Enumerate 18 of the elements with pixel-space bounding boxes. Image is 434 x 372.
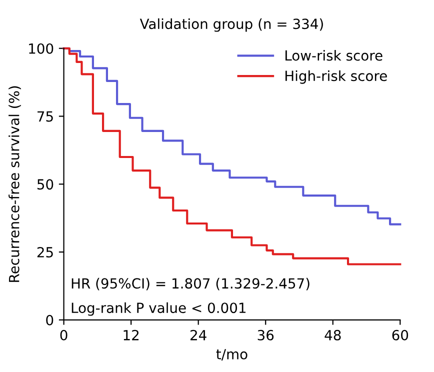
x-tick-label: 36 bbox=[258, 330, 274, 340]
y-axis-title: Recurrence-free survival (%) bbox=[8, 86, 21, 282]
annotation: Log-rank P value < 0.001 bbox=[72, 302, 246, 316]
x-tick-label: 60 bbox=[392, 330, 408, 340]
y-tick-label: 50 bbox=[37, 179, 54, 190]
x-tick-label: 48 bbox=[324, 330, 341, 340]
legend-label: High-risk score bbox=[286, 70, 387, 84]
x-tick-label: 24 bbox=[190, 330, 206, 340]
legend-label: Low-risk score bbox=[286, 50, 382, 61]
y-tick-label: 100 bbox=[29, 43, 54, 54]
x-tick-label: 0 bbox=[60, 330, 68, 340]
y-tick-label: 75 bbox=[38, 111, 53, 122]
y-tick-label: 25 bbox=[37, 247, 53, 258]
y-tick-label: 0 bbox=[46, 314, 54, 326]
x-tick-label: 12 bbox=[124, 330, 139, 340]
x-axis-title: t/mo bbox=[216, 349, 248, 360]
chart-title: Validation group (n = 334) bbox=[140, 18, 323, 32]
annotation: HR (95%CI) = 1.807 (1.329-2.457) bbox=[72, 278, 310, 290]
